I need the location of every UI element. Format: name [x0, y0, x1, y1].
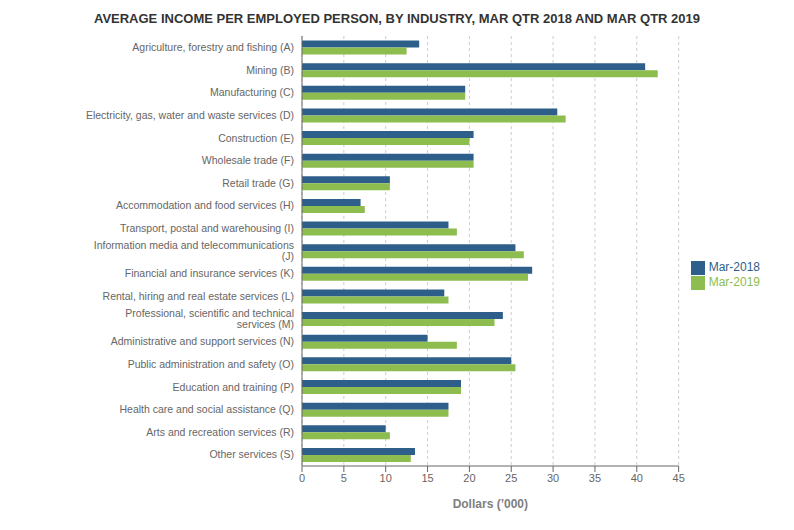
- svg-text:Transport, postal and warehous: Transport, postal and warehousing (I): [120, 222, 294, 234]
- svg-text:Health care and social assista: Health care and social assistance (Q): [120, 403, 295, 415]
- svg-text:Arts and recreation services (: Arts and recreation services (R): [146, 426, 294, 438]
- svg-text:Rental, hiring and real estate: Rental, hiring and real estate services …: [103, 290, 294, 302]
- svg-text:Public administration and safe: Public administration and safety (O): [128, 358, 294, 370]
- svg-text:Electricity, gas, water and wa: Electricity, gas, water and waste servic…: [86, 109, 294, 121]
- svg-text:15: 15: [421, 472, 433, 484]
- svg-text:Administrative and support ser: Administrative and support services (N): [111, 335, 294, 347]
- svg-text:Accommodation and food service: Accommodation and food services (H): [116, 199, 294, 211]
- svg-text:Other services (S): Other services (S): [209, 448, 294, 460]
- svg-text:Financial and insurance servic: Financial and insurance services (K): [125, 267, 294, 279]
- html-text:AVERAGE INCOME PER EMPLOYED PE: AVERAGE INCOME PER EMPLOYED PERSON, BY I…: [94, 11, 700, 26]
- svg-text:40: 40: [631, 472, 643, 484]
- html-text:Mar-2018: Mar-2018: [708, 260, 760, 275]
- svg-text:Retail trade (G): Retail trade (G): [222, 177, 294, 189]
- svg-text:Information media and telecomm: Information media and telecommunications…: [94, 239, 294, 261]
- svg-text:Manufacturing (C): Manufacturing (C): [210, 86, 294, 98]
- svg-text:Wholesale trade (F): Wholesale trade (F): [202, 154, 294, 166]
- svg-text:Dollars (’000): Dollars (’000): [453, 497, 528, 511]
- svg-text:Mining (B): Mining (B): [246, 64, 294, 76]
- svg-text:Agriculture, forestry and fish: Agriculture, forestry and fishing (A): [132, 41, 294, 53]
- svg-text:Professional, scientific and t: Professional, scientific and technicalse…: [125, 307, 294, 330]
- svg-text:0: 0: [299, 472, 305, 484]
- svg-text:10: 10: [380, 472, 392, 484]
- svg-text:Construction (E): Construction (E): [218, 132, 294, 144]
- svg-text:20: 20: [463, 472, 475, 484]
- svg-text:25: 25: [505, 472, 517, 484]
- svg-text:Education and training (P): Education and training (P): [173, 381, 294, 393]
- html-text:Mar-2019: Mar-2019: [708, 275, 760, 289]
- svg-text:35: 35: [589, 472, 601, 484]
- svg-text:5: 5: [341, 472, 347, 484]
- svg-text:30: 30: [547, 472, 559, 484]
- svg-text:45: 45: [673, 472, 685, 484]
